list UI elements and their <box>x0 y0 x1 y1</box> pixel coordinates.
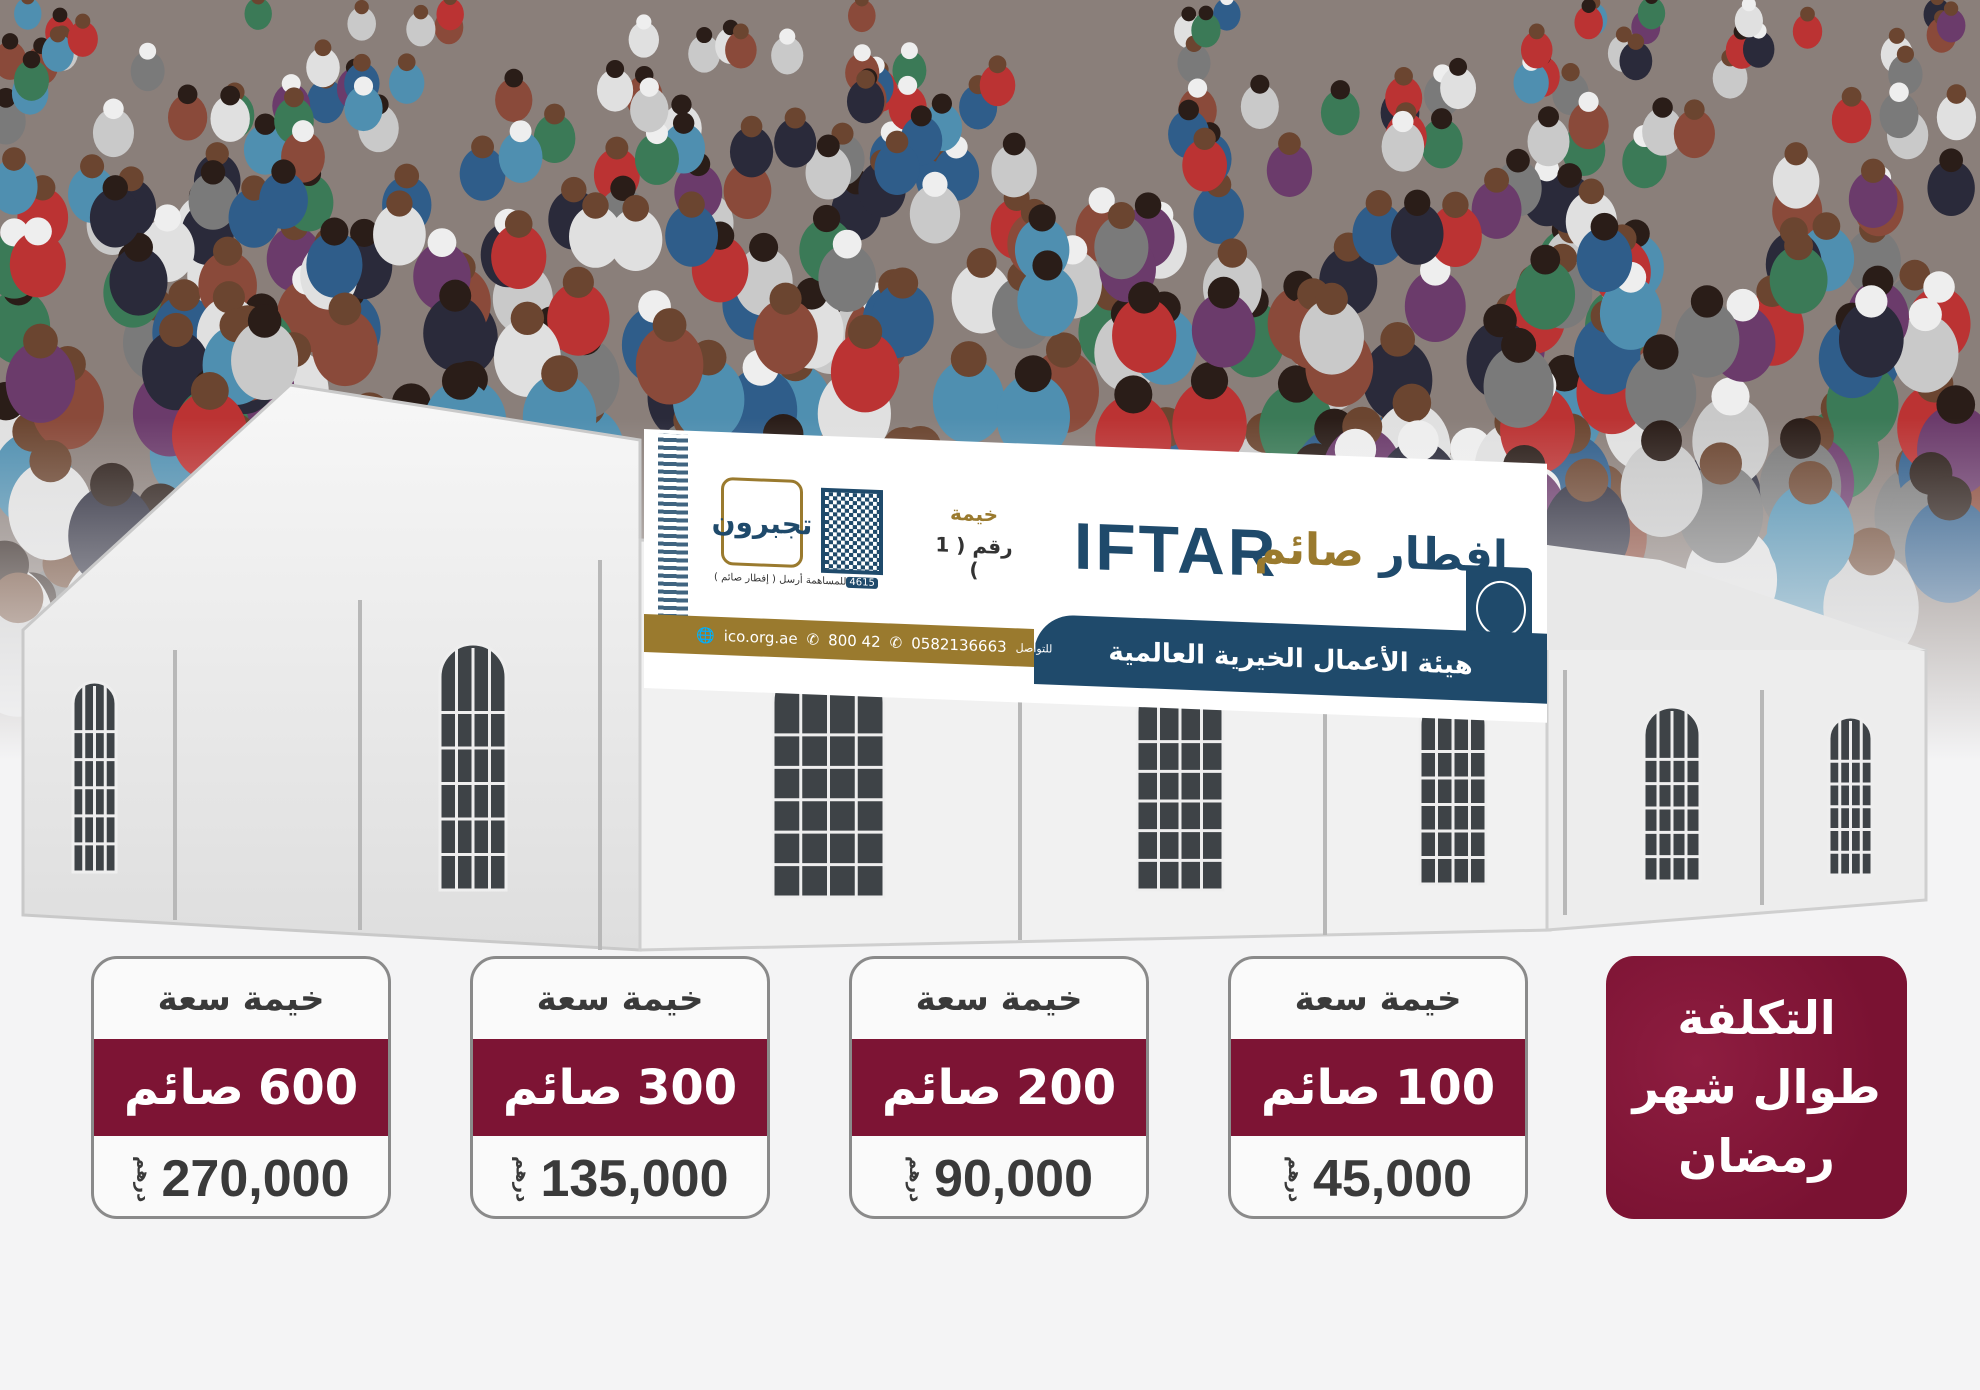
currency: درهم <box>132 1155 154 1203</box>
price-value: 45,000 <box>1312 1150 1473 1208</box>
contact-label: للتواصل <box>1015 640 1053 656</box>
price-value: 135,000 <box>540 1150 729 1208</box>
capacity-unit: صائم <box>881 1059 1002 1116</box>
iftar-banner: تجبرون 4615للمساهمة أرسل ( إفطار صائم ) … <box>644 429 1547 723</box>
cost-duration-box: التكلفة طوال شهر رمضان <box>1606 956 1907 1219</box>
capacity-unit: صائم <box>502 1059 623 1116</box>
card-capacity: 100 صائم <box>1231 1039 1525 1136</box>
capacity-unit: صائم <box>1260 1059 1381 1116</box>
card-caption: خيمة سعة <box>536 979 704 1019</box>
card-caption: خيمة سعة <box>915 979 1083 1019</box>
price-value: 90,000 <box>933 1150 1094 1208</box>
side-line-2: طوال شهر <box>1632 1060 1881 1114</box>
tent-number-value: رقم ( 1 ) <box>935 532 1013 582</box>
tent-label: خيمة <box>949 500 999 527</box>
card-price: درهم 90,000 <box>852 1136 1146 1216</box>
phone-icon: ✆ <box>806 630 820 649</box>
card-capacity: 600 صائم <box>94 1039 388 1136</box>
card-price: درهم 135,000 <box>473 1136 767 1216</box>
currency: درهم <box>1283 1155 1305 1203</box>
capacity-value: 300 <box>636 1059 738 1116</box>
card-price: درهم 270,000 <box>94 1136 388 1216</box>
currency: درهم <box>904 1155 926 1203</box>
whatsapp-icon: ✆ <box>889 633 903 652</box>
price-card-600: خيمة سعة 600 صائم درهم 270,000 <box>91 956 391 1219</box>
sms-code: 4615 <box>846 576 878 589</box>
qr-code[interactable] <box>821 487 883 576</box>
card-caption: خيمة سعة <box>157 979 325 1019</box>
price-card-200: خيمة سعة 200 صائم درهم 90,000 <box>849 956 1149 1219</box>
capacity-value: 600 <box>257 1059 359 1116</box>
phone-2: 0582136663 <box>911 634 1007 656</box>
title-ar-2: صائم <box>1254 522 1365 578</box>
title-en: IFTAR <box>1074 508 1279 591</box>
side-line-1: التكلفة <box>1677 991 1836 1045</box>
tent-number: خيمة رقم ( 1 ) <box>934 500 1014 583</box>
pattern-strip <box>658 433 688 635</box>
globe-icon: 🌐 <box>696 625 715 645</box>
currency: درهم <box>511 1155 533 1203</box>
campaign-logo: تجبرون <box>712 476 812 569</box>
card-capacity: 300 صائم <box>473 1039 767 1136</box>
card-caption: خيمة سعة <box>1294 979 1462 1019</box>
price-value: 270,000 <box>161 1150 350 1208</box>
price-card-100: خيمة سعة 100 صائم درهم 45,000 <box>1228 956 1528 1219</box>
card-price: درهم 45,000 <box>1231 1136 1525 1216</box>
price-card-300: خيمة سعة 300 صائم درهم 135,000 <box>470 956 770 1219</box>
capacity-unit: صائم <box>123 1059 244 1116</box>
phone-1: 800 42 <box>828 631 881 652</box>
side-line-3: رمضان <box>1678 1129 1835 1183</box>
capacity-value: 100 <box>1394 1059 1496 1116</box>
capacity-value: 200 <box>1015 1059 1117 1116</box>
website-link[interactable]: ico.org.ae <box>723 627 798 648</box>
card-capacity: 200 صائم <box>852 1039 1146 1136</box>
